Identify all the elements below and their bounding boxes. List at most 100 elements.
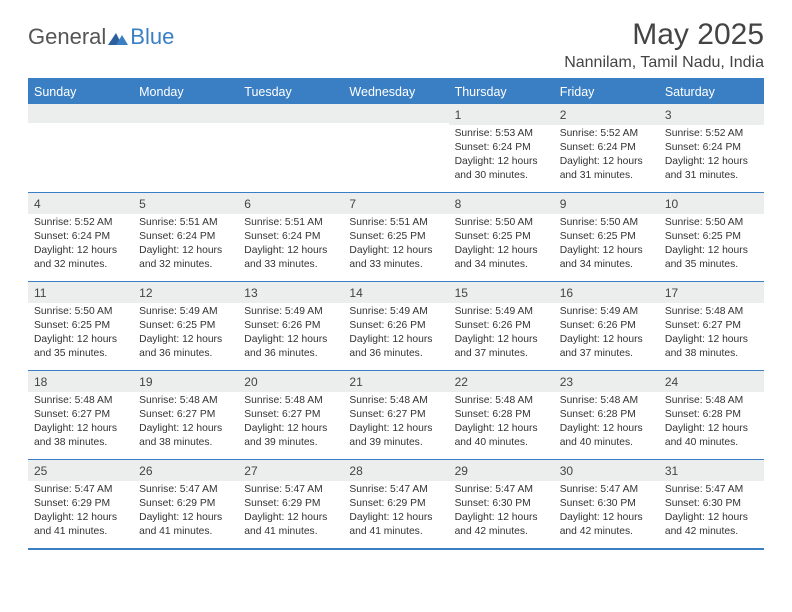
day-cell: 16 Sunrise: 5:49 AMSunset: 6:26 PMDayligh… bbox=[554, 282, 659, 370]
sunrise-text: Sunrise: 5:47 AM bbox=[665, 483, 758, 497]
daylight-text: Daylight: 12 hours and 31 minutes. bbox=[665, 155, 758, 183]
sunrise-text: Sunrise: 5:47 AM bbox=[560, 483, 653, 497]
week-row: 18Sunrise: 5:48 AMSunset: 6:27 PMDayligh… bbox=[28, 370, 764, 459]
sunset-text: Sunset: 6:26 PM bbox=[560, 319, 653, 333]
sunrise-text: Sunrise: 5:49 AM bbox=[139, 305, 232, 319]
daylight-text: Daylight: 12 hours and 38 minutes. bbox=[665, 333, 758, 361]
day-details: Sunrise: 5:47 AMSunset: 6:29 PMDaylight:… bbox=[28, 481, 133, 543]
sunset-text: Sunset: 6:27 PM bbox=[139, 408, 232, 422]
daylight-text: Daylight: 12 hours and 40 minutes. bbox=[560, 422, 653, 450]
daylight-text: Daylight: 12 hours and 40 minutes. bbox=[455, 422, 548, 450]
brand-logo: General Blue bbox=[28, 24, 174, 50]
sunrise-text: Sunrise: 5:48 AM bbox=[560, 394, 653, 408]
month-title: May 2025 bbox=[564, 18, 764, 52]
daylight-text: Daylight: 12 hours and 34 minutes. bbox=[455, 244, 548, 272]
daylight-text: Daylight: 12 hours and 35 minutes. bbox=[34, 333, 127, 361]
sunset-text: Sunset: 6:30 PM bbox=[665, 497, 758, 511]
sunset-text: Sunset: 6:24 PM bbox=[560, 141, 653, 155]
day-cell: 31Sunrise: 5:47 AMSunset: 6:30 PMDayligh… bbox=[659, 460, 764, 548]
daylight-text: Daylight: 12 hours and 31 minutes. bbox=[560, 155, 653, 183]
sunrise-text: Sunrise: 5:47 AM bbox=[349, 483, 442, 497]
day-cell: 18Sunrise: 5:48 AMSunset: 6:27 PMDayligh… bbox=[28, 371, 133, 459]
sunrise-text: Sunrise: 5:47 AM bbox=[455, 483, 548, 497]
brand-triangle-icon bbox=[108, 29, 128, 45]
day-cell: 30Sunrise: 5:47 AMSunset: 6:30 PMDayligh… bbox=[554, 460, 659, 548]
sunset-text: Sunset: 6:26 PM bbox=[244, 319, 337, 333]
sunset-text: Sunset: 6:26 PM bbox=[455, 319, 548, 333]
sunrise-text: Sunrise: 5:50 AM bbox=[34, 305, 127, 319]
daylight-text: Daylight: 12 hours and 36 minutes. bbox=[244, 333, 337, 361]
day-number: 9 bbox=[554, 193, 659, 214]
day-cell: 14Sunrise: 5:49 AMSunset: 6:26 PMDayligh… bbox=[343, 282, 448, 370]
day-cell: 25Sunrise: 5:47 AMSunset: 6:29 PMDayligh… bbox=[28, 460, 133, 548]
sunset-text: Sunset: 6:28 PM bbox=[560, 408, 653, 422]
daylight-text: Daylight: 12 hours and 39 minutes. bbox=[349, 422, 442, 450]
week-row: 1Sunrise: 5:53 AMSunset: 6:24 PMDaylight… bbox=[28, 104, 764, 192]
daylight-text: Daylight: 12 hours and 36 minutes. bbox=[139, 333, 232, 361]
day-details: Sunrise: 5:50 AMSunset: 6:25 PMDaylight:… bbox=[449, 214, 554, 276]
day-cell: 6Sunrise: 5:51 AMSunset: 6:24 PMDaylight… bbox=[238, 193, 343, 281]
day-number: 2 bbox=[554, 104, 659, 125]
day-details: Sunrise: 5:51 AMSunset: 6:24 PMDaylight:… bbox=[133, 214, 238, 276]
brand-text-blue: Blue bbox=[130, 24, 174, 50]
sunset-text: Sunset: 6:29 PM bbox=[244, 497, 337, 511]
day-details: Sunrise: 5:47 AMSunset: 6:30 PMDaylight:… bbox=[449, 481, 554, 543]
day-details: Sunrise: 5:49 AMSunset: 6:26 PMDaylight:… bbox=[449, 303, 554, 365]
day-details: Sunrise: 5:48 AMSunset: 6:27 PMDaylight:… bbox=[659, 303, 764, 365]
sunrise-text: Sunrise: 5:53 AM bbox=[455, 127, 548, 141]
day-number: 14 bbox=[343, 282, 448, 303]
sunset-text: Sunset: 6:27 PM bbox=[665, 319, 758, 333]
day-number: 5 bbox=[133, 193, 238, 214]
day-cell: 13Sunrise: 5:49 AMSunset: 6:26 PMDayligh… bbox=[238, 282, 343, 370]
day-details bbox=[343, 123, 448, 129]
daylight-text: Daylight: 12 hours and 33 minutes. bbox=[349, 244, 442, 272]
day-details: Sunrise: 5:52 AMSunset: 6:24 PMDaylight:… bbox=[554, 125, 659, 187]
weekday-header-wednesday: Wednesday bbox=[343, 80, 448, 104]
calendar-grid: SundayMondayTuesdayWednesdayThursdayFrid… bbox=[28, 78, 764, 550]
sunrise-text: Sunrise: 5:48 AM bbox=[455, 394, 548, 408]
day-cell-empty bbox=[343, 104, 448, 192]
day-cell: 29Sunrise: 5:47 AMSunset: 6:30 PMDayligh… bbox=[449, 460, 554, 548]
day-cell: 19Sunrise: 5:48 AMSunset: 6:27 PMDayligh… bbox=[133, 371, 238, 459]
sunrise-text: Sunrise: 5:52 AM bbox=[665, 127, 758, 141]
day-number: 6 bbox=[238, 193, 343, 214]
daylight-text: Daylight: 12 hours and 42 minutes. bbox=[560, 511, 653, 539]
weekday-header-friday: Friday bbox=[554, 80, 659, 104]
daylight-text: Daylight: 12 hours and 38 minutes. bbox=[34, 422, 127, 450]
day-cell: 3Sunrise: 5:52 AMSunset: 6:24 PMDaylight… bbox=[659, 104, 764, 192]
day-cell: 20Sunrise: 5:48 AMSunset: 6:27 PMDayligh… bbox=[238, 371, 343, 459]
day-cell: 5Sunrise: 5:51 AMSunset: 6:24 PMDaylight… bbox=[133, 193, 238, 281]
daylight-text: Daylight: 12 hours and 42 minutes. bbox=[455, 511, 548, 539]
day-number: 30 bbox=[554, 460, 659, 481]
day-details bbox=[28, 123, 133, 129]
day-details: Sunrise: 5:49 AMSunset: 6:26 PMDaylight:… bbox=[343, 303, 448, 365]
sunrise-text: Sunrise: 5:49 AM bbox=[455, 305, 548, 319]
day-details: Sunrise: 5:47 AMSunset: 6:29 PMDaylight:… bbox=[238, 481, 343, 543]
daylight-text: Daylight: 12 hours and 40 minutes. bbox=[665, 422, 758, 450]
sunrise-text: Sunrise: 5:49 AM bbox=[244, 305, 337, 319]
day-cell: 8Sunrise: 5:50 AMSunset: 6:25 PMDaylight… bbox=[449, 193, 554, 281]
day-cell: 22Sunrise: 5:48 AMSunset: 6:28 PMDayligh… bbox=[449, 371, 554, 459]
day-cell: 9Sunrise: 5:50 AMSunset: 6:25 PMDaylight… bbox=[554, 193, 659, 281]
daylight-text: Daylight: 12 hours and 38 minutes. bbox=[139, 422, 232, 450]
day-number: 15 bbox=[449, 282, 554, 303]
sunrise-text: Sunrise: 5:49 AM bbox=[560, 305, 653, 319]
daylight-text: Daylight: 12 hours and 32 minutes. bbox=[34, 244, 127, 272]
day-number: 16 bbox=[554, 282, 659, 303]
day-number: 26 bbox=[133, 460, 238, 481]
daylight-text: Daylight: 12 hours and 41 minutes. bbox=[244, 511, 337, 539]
day-details: Sunrise: 5:47 AMSunset: 6:29 PMDaylight:… bbox=[343, 481, 448, 543]
day-number: 7 bbox=[343, 193, 448, 214]
daylight-text: Daylight: 12 hours and 37 minutes. bbox=[560, 333, 653, 361]
daylight-text: Daylight: 12 hours and 32 minutes. bbox=[139, 244, 232, 272]
day-details: Sunrise: 5:47 AMSunset: 6:30 PMDaylight:… bbox=[659, 481, 764, 543]
day-details: Sunrise: 5:48 AMSunset: 6:27 PMDaylight:… bbox=[238, 392, 343, 454]
day-details: Sunrise: 5:50 AMSunset: 6:25 PMDaylight:… bbox=[659, 214, 764, 276]
day-details: Sunrise: 5:53 AMSunset: 6:24 PMDaylight:… bbox=[449, 125, 554, 187]
day-number: 12 bbox=[133, 282, 238, 303]
day-number: 8 bbox=[449, 193, 554, 214]
day-number: 17 bbox=[659, 282, 764, 303]
day-details: Sunrise: 5:48 AMSunset: 6:27 PMDaylight:… bbox=[343, 392, 448, 454]
sunrise-text: Sunrise: 5:49 AM bbox=[349, 305, 442, 319]
day-number: 22 bbox=[449, 371, 554, 392]
